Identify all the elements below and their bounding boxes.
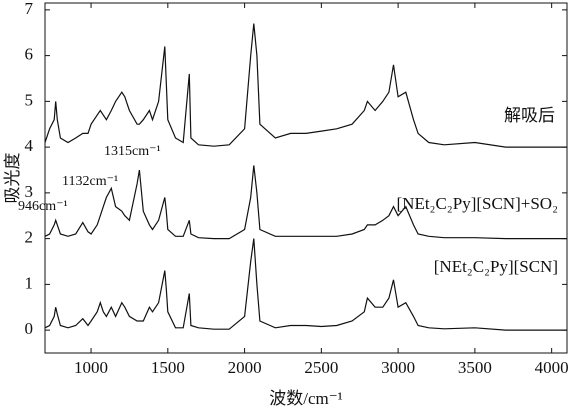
series-label: 解吸后: [504, 106, 555, 125]
y-tick-label: 5: [25, 90, 34, 109]
series-label: [NEt₂C₂Py][SCN]: [434, 257, 558, 276]
peak-annotation: 1132cm⁻¹: [62, 174, 118, 189]
y-axis-label: 吸光度: [3, 153, 22, 204]
x-tick-label: 3000: [381, 358, 415, 377]
series-label: [NEt₂C₂Py][SCN]+SO₂: [397, 194, 559, 213]
y-tick-label: 6: [25, 45, 34, 64]
y-tick-label: 3: [25, 182, 34, 201]
peak-annotation: 946cm⁻¹: [18, 199, 68, 214]
x-tick-label: 2500: [304, 358, 338, 377]
x-axis-label: 波数/cm⁻¹: [269, 389, 343, 408]
spectrum-line: [44, 23, 567, 148]
peak-annotation: 1315cm⁻¹: [104, 144, 161, 159]
x-tick-label: 4000: [535, 358, 569, 377]
y-tick-label: 0: [25, 319, 34, 338]
y-tick-label: 4: [25, 136, 34, 155]
spectrum-line: [44, 238, 567, 331]
y-tick-label: 7: [25, 0, 34, 18]
x-tick-label: 1500: [151, 358, 185, 377]
spectrum-line: [44, 165, 567, 240]
plot-frame: [44, 2, 568, 354]
x-tick-label: 1000: [74, 358, 108, 377]
x-tick-label: 3500: [458, 358, 492, 377]
x-tick-label: 2000: [228, 358, 262, 377]
y-tick-label: 1: [25, 273, 34, 292]
y-tick-label: 2: [25, 228, 34, 247]
